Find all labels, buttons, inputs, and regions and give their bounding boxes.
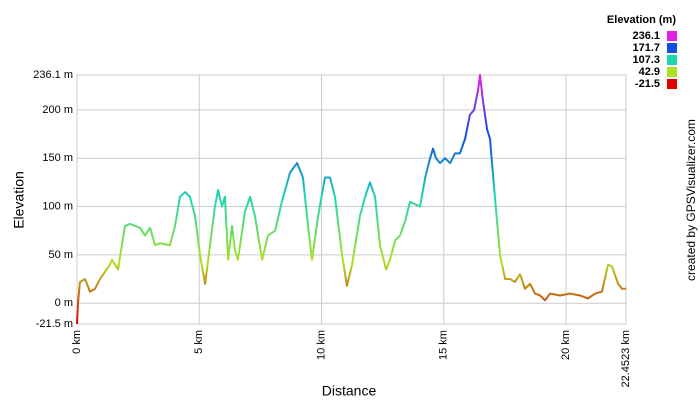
legend-value: 236.1 — [632, 30, 660, 42]
y-tick-label: 236.1 m — [33, 69, 73, 81]
x-tick-label: 10 km — [315, 330, 327, 360]
y-tick-label: 150 m — [42, 152, 73, 164]
legend-value: 171.7 — [632, 42, 660, 54]
y-tick-label: -21.5 m — [36, 318, 73, 330]
y-axis-title: Elevation — [11, 171, 27, 229]
x-tick-label: 0 km — [71, 330, 83, 354]
elevation-line — [76, 74, 626, 325]
y-tick-label: 200 m — [42, 104, 73, 116]
x-axis-title: Distance — [322, 383, 377, 399]
legend-swatch — [667, 43, 677, 53]
y-tick-label: 0 m — [55, 297, 73, 309]
legend-value: 42.9 — [639, 66, 660, 78]
legend-swatch — [667, 79, 677, 89]
x-tick-label: 5 km — [193, 330, 205, 354]
legend-title: Elevation (m) — [607, 14, 676, 26]
legend-value: -21.5 — [635, 78, 660, 90]
x-tick-label: 22.4523 km — [620, 330, 632, 387]
legend-value: 107.3 — [632, 54, 660, 66]
y-tick-label: 50 m — [49, 249, 73, 261]
y-tick-label: 100 m — [42, 200, 73, 212]
legend-swatch — [667, 31, 677, 41]
credit: created by GPSVisualizer.com — [684, 119, 698, 281]
legend-swatch — [667, 67, 677, 77]
legend-swatch — [667, 55, 677, 65]
x-tick-label: 20 km — [560, 330, 572, 360]
x-tick-label: 15 km — [438, 330, 450, 360]
plot-area — [76, 74, 627, 325]
